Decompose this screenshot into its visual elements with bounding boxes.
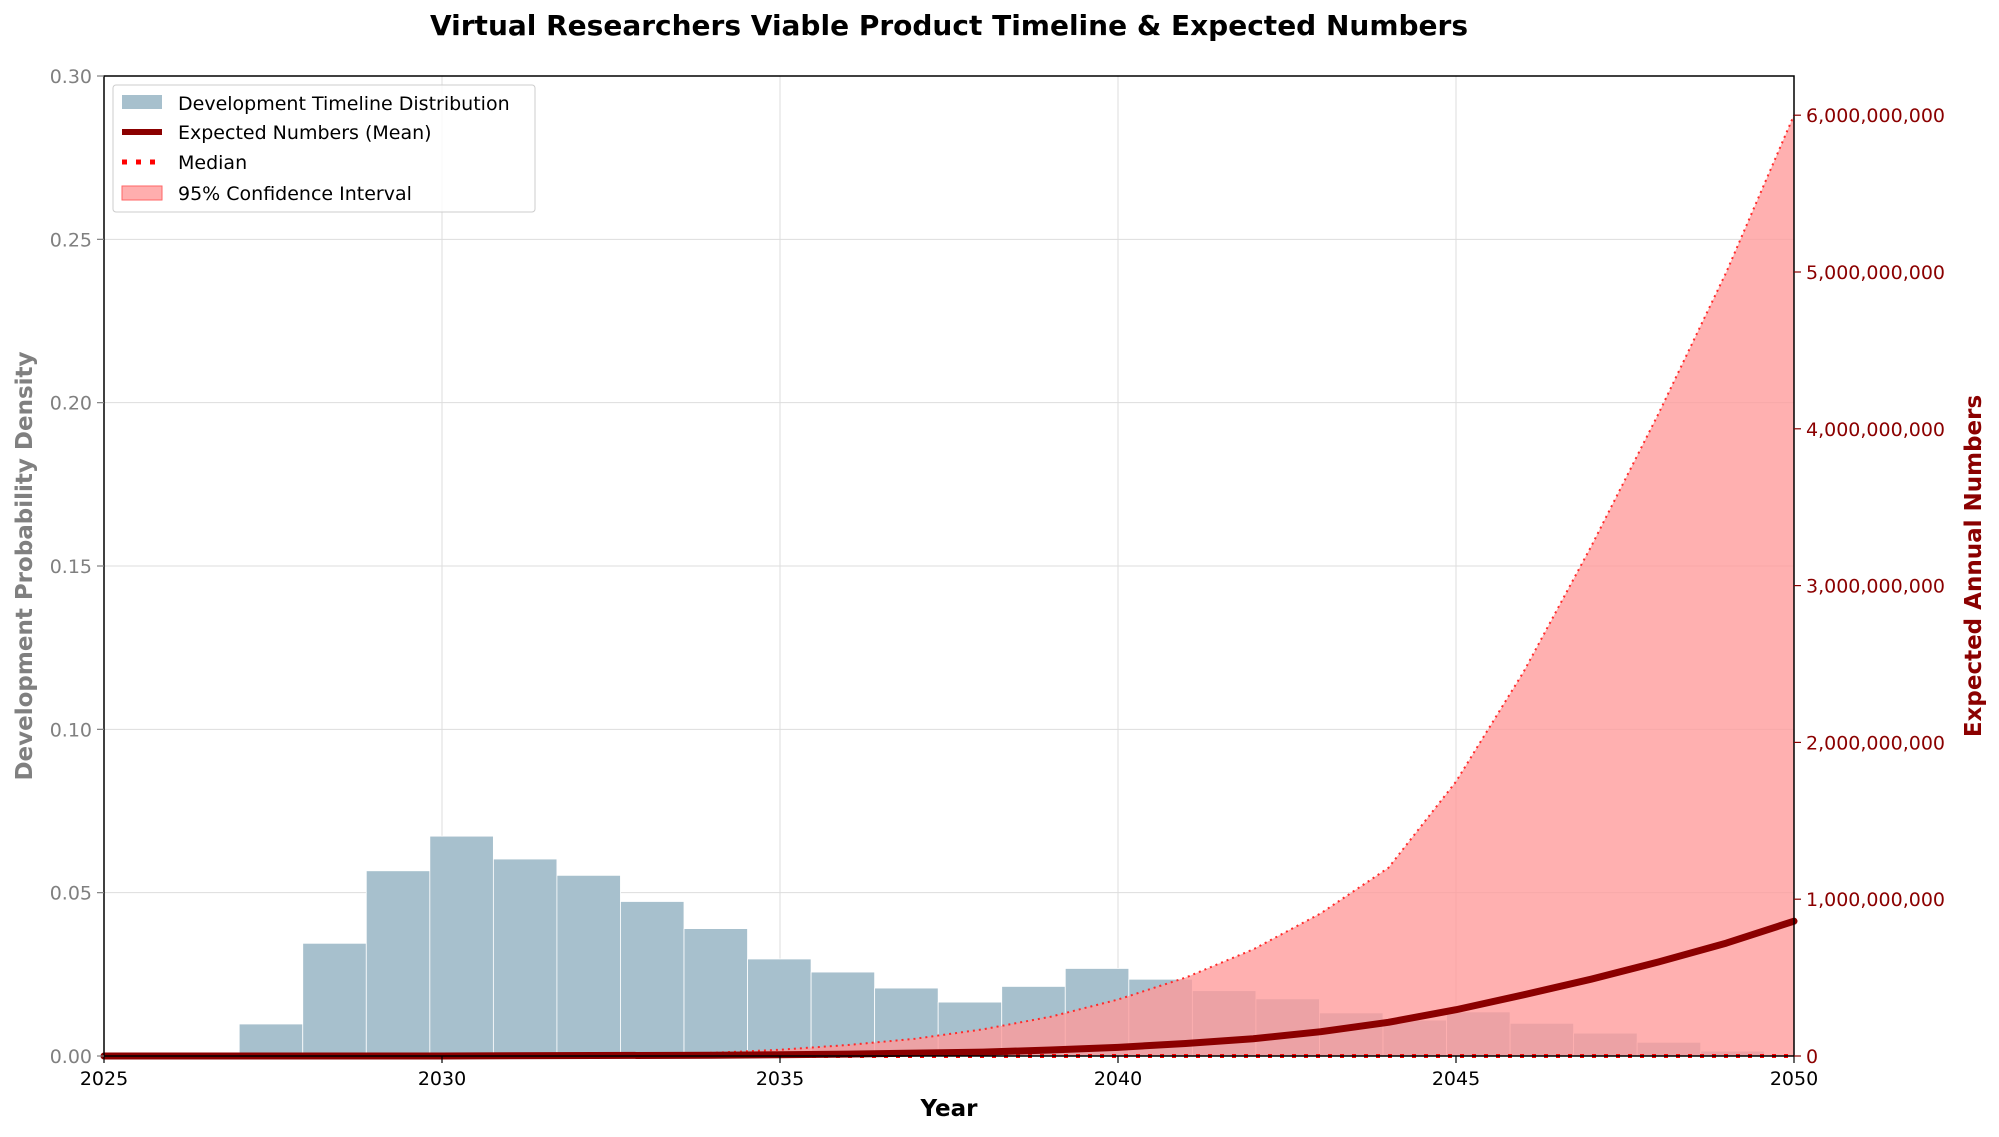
y-left-tick-label: 0.10 [50,719,92,741]
y-left-tick-label: 0.15 [50,556,92,578]
confidence-interval [104,114,1795,1057]
y-right-tick-label: 1,000,000,000 [1806,889,1945,911]
y-left-tick-label: 0.20 [50,393,92,415]
y-right-tick-label: 0 [1806,1046,1818,1068]
y-right-tick-label: 5,000,000,000 [1806,262,1945,284]
y-left-tick-label: 0.25 [50,229,92,251]
y-left-tick-label: 0.00 [50,1046,92,1068]
legend-label-histogram: Development Timeline Distribution [178,93,510,115]
histogram-bar [683,928,748,1057]
legend-swatch-histogram [122,95,162,109]
y-right-axis-label: Expected Annual Numbers [1961,395,1987,737]
x-axis-label: Year [919,1096,978,1122]
x-tick-label: 2040 [1094,1068,1142,1090]
ci-band [104,115,1794,1056]
histogram-bar [492,858,558,1057]
x-tick-label: 2050 [1770,1068,1818,1090]
series-lines [100,917,1798,1060]
y-left-axis-ticks: 0.00 0.05 0.10 0.15 0.20 0.25 0.30 [50,66,104,1068]
x-tick-label: 2030 [418,1068,466,1090]
x-tick-label: 2045 [1432,1068,1480,1090]
histogram-bar [365,870,431,1057]
y-right-tick-label: 4,000,000,000 [1806,419,1945,441]
histogram-bar [810,971,876,1057]
histogram-bar [429,835,494,1057]
legend-label-mean: Expected Numbers (Mean) [178,122,432,144]
y-right-axis-ticks: 0 1,000,000,000 2,000,000,000 3,000,000,000… [1794,105,1945,1068]
histogram-bar [747,958,812,1057]
mean-line [100,917,1798,1060]
legend-swatch-ci [121,185,163,201]
y-right-tick-label: 6,000,000,000 [1806,105,1945,127]
y-right-tick-label: 2,000,000,000 [1806,732,1945,754]
x-tick-label: 2025 [80,1068,128,1090]
legend: Development Timeline Distribution Expect… [112,84,536,213]
histogram-bar [238,1023,304,1057]
y-left-tick-label: 0.30 [50,66,92,88]
y-left-axis-label: Development Probability Density [12,351,38,780]
y-right-tick-label: 3,000,000,000 [1806,576,1945,598]
histogram-bar [556,874,621,1057]
legend-label-median: Median [178,152,247,174]
y-left-tick-label: 0.05 [50,883,92,905]
legend-box [112,84,536,213]
histogram-bar [302,942,367,1057]
x-axis-ticks: 2025 2030 2035 2040 2045 2050 [80,1056,1818,1090]
x-tick-label: 2035 [756,1068,804,1090]
chart-title: Virtual Researchers Viable Product Timel… [430,9,1468,42]
histogram-bar [620,901,685,1057]
legend-label-ci: 95% Confidence Interval [178,183,412,205]
